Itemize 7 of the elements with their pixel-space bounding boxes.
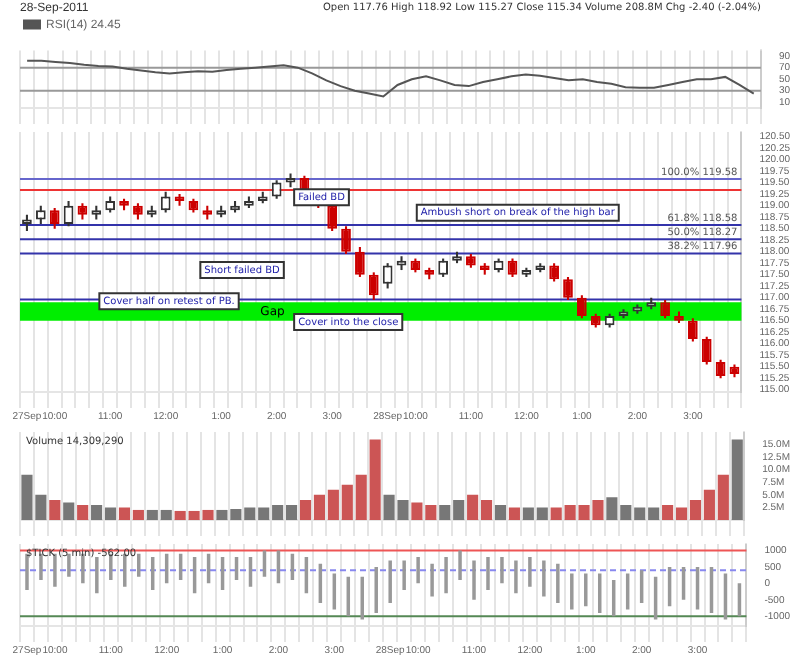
- bar: [49, 499, 61, 520]
- bar: [63, 502, 75, 520]
- candlestick: [285, 173, 296, 188]
- bar: [77, 504, 89, 520]
- bar: [494, 504, 507, 520]
- bar: [731, 439, 743, 520]
- bar: [508, 507, 520, 520]
